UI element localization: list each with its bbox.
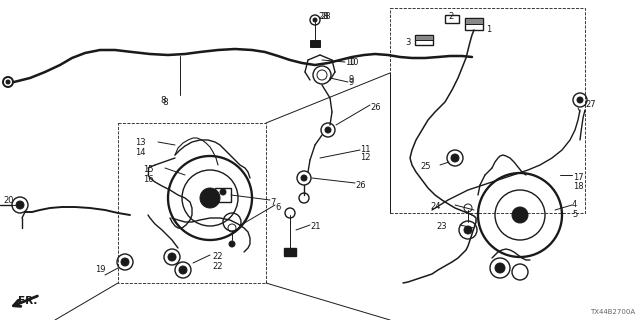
Text: 3: 3 <box>405 38 410 47</box>
Circle shape <box>6 80 10 84</box>
Text: 14: 14 <box>135 148 145 157</box>
Text: 10: 10 <box>348 58 358 67</box>
Text: 12: 12 <box>360 153 371 162</box>
Text: 15: 15 <box>143 165 154 174</box>
Text: TX44B2700A: TX44B2700A <box>590 309 635 315</box>
Text: 6: 6 <box>275 203 280 212</box>
Text: 24: 24 <box>430 202 440 211</box>
Circle shape <box>313 18 317 22</box>
Text: 17: 17 <box>573 173 584 182</box>
Text: 10: 10 <box>345 58 355 67</box>
Text: 28: 28 <box>320 12 331 21</box>
Text: 20: 20 <box>3 196 13 205</box>
Text: 8: 8 <box>160 96 166 105</box>
Bar <box>415 35 433 45</box>
Bar <box>415 35 433 40</box>
Circle shape <box>200 188 220 208</box>
Bar <box>215 188 231 202</box>
Bar <box>284 248 296 256</box>
Text: 11: 11 <box>360 145 371 154</box>
Bar <box>118 123 266 283</box>
Text: 16: 16 <box>143 175 154 184</box>
Circle shape <box>121 258 129 266</box>
Text: 23: 23 <box>436 222 447 231</box>
Text: 2: 2 <box>448 12 453 21</box>
Text: 26: 26 <box>355 181 365 190</box>
Text: 4: 4 <box>572 200 577 209</box>
Text: 28: 28 <box>318 12 328 21</box>
Text: 21: 21 <box>310 222 321 231</box>
Text: 13: 13 <box>135 138 146 147</box>
Text: 5: 5 <box>572 210 577 219</box>
Text: 19: 19 <box>95 265 106 274</box>
Bar <box>390 8 585 213</box>
Text: 25: 25 <box>420 162 431 171</box>
Text: 26: 26 <box>370 103 381 112</box>
Text: 22: 22 <box>212 252 223 261</box>
Circle shape <box>179 266 187 274</box>
Circle shape <box>168 253 176 261</box>
Circle shape <box>220 189 226 195</box>
Bar <box>465 18 483 30</box>
Text: 1: 1 <box>486 25 492 34</box>
Circle shape <box>451 154 459 162</box>
Circle shape <box>512 207 528 223</box>
Text: 9: 9 <box>348 75 353 84</box>
Text: FR.: FR. <box>18 296 37 306</box>
Text: 18: 18 <box>573 182 584 191</box>
Text: 7: 7 <box>270 198 275 207</box>
Circle shape <box>229 241 235 247</box>
Bar <box>310 40 320 47</box>
Circle shape <box>577 97 583 103</box>
Circle shape <box>325 127 331 133</box>
Circle shape <box>301 175 307 181</box>
Text: 22: 22 <box>212 262 223 271</box>
Circle shape <box>464 226 472 234</box>
Bar <box>445 15 459 23</box>
Text: 9: 9 <box>348 78 353 87</box>
Bar <box>465 18 483 24</box>
Circle shape <box>495 263 505 273</box>
Circle shape <box>16 201 24 209</box>
Text: 8: 8 <box>162 98 168 107</box>
Text: 27: 27 <box>585 100 596 109</box>
